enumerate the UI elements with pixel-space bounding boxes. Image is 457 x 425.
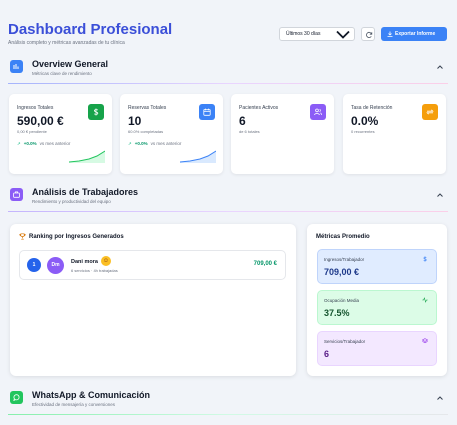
refresh-button[interactable] <box>361 27 375 41</box>
kpi-card-revenue: Ingresos Totales 590,00 € 0,00 € pendien… <box>9 94 112 174</box>
workers-section-title: Análisis de Trabajadores <box>32 187 139 197</box>
page-title: Dashboard Profesional <box>8 21 173 38</box>
kpi-note: de 6 totales <box>239 129 260 134</box>
section-divider <box>8 211 448 212</box>
overview-section-subtitle: Métricas clave de rendimiento <box>32 71 92 76</box>
kpi-card-retention: Tasa de Retención 0.0% 0 recurrentes <box>343 94 446 174</box>
kpi-change: +0.0% <box>134 141 148 146</box>
users-icon <box>310 104 326 120</box>
trophy-icon <box>19 233 26 240</box>
workers-section-subtitle: Rendimiento y productividad del equipo <box>32 199 111 204</box>
rank-position: 1 <box>27 258 41 272</box>
kpi-trend: ↗ +0.0% vs mes anterior <box>17 141 70 147</box>
chart-icon <box>10 60 23 73</box>
export-report-button[interactable]: Exportar Informe <box>381 27 447 41</box>
page-subtitle: Análisis completo y métricas avanzadas d… <box>8 40 125 46</box>
metric-card-occupancy: Ocupación Media 37.5% <box>317 290 437 325</box>
ranking-title: Ranking por Ingresos Generados <box>29 234 124 240</box>
export-report-label: Exportar Informe <box>395 31 436 37</box>
repeat-icon <box>422 104 438 120</box>
metric-label: Servicios/Trabajador <box>324 339 366 344</box>
chevron-up-icon[interactable] <box>436 395 444 401</box>
ranking-row[interactable]: 1 Dm Dani mora ☺ 6 servicios · 4h trabaj… <box>19 250 286 280</box>
kpi-note: 60.0% completadas <box>128 129 164 134</box>
kpi-label: Reservas Totales <box>128 105 167 111</box>
metric-value: 37.5% <box>324 308 350 318</box>
metrics-title: Métricas Promedio <box>316 234 370 240</box>
kpi-trend: ↗ +0.0% vs mes anterior <box>128 141 181 147</box>
metric-card-revenue: Ingresos/Trabajador 709,00 € <box>317 249 437 284</box>
kpi-value: 0.0% <box>351 114 379 128</box>
download-icon <box>387 31 393 37</box>
sparkline <box>180 150 216 163</box>
worker-revenue: 709,00 € <box>253 261 277 267</box>
kpi-card-patients: Pacientes Activos 6 de 6 totales <box>231 94 334 174</box>
worker-stats: 6 servicios · 4h trabajadas <box>71 268 118 273</box>
kpi-card-bookings: Reservas Totales 10 60.0% completadas ↗ +… <box>120 94 223 174</box>
kpi-label: Tasa de Retención <box>351 105 393 111</box>
worker-name: Dani mora <box>71 259 98 265</box>
overview-section-title: Overview General <box>32 59 109 69</box>
dollar-icon <box>423 256 427 262</box>
dollar-icon <box>88 104 104 120</box>
kpi-note: 0,00 € pendiente <box>17 129 47 134</box>
metric-card-services: Servicios/Trabajador 6 <box>317 331 437 366</box>
sparkline <box>69 150 105 163</box>
chevron-down-icon <box>336 30 350 39</box>
trend-up-icon: ↗ <box>17 141 21 146</box>
chat-icon <box>10 391 23 404</box>
section-divider <box>8 83 448 84</box>
kpi-change: +0.0% <box>23 141 37 146</box>
kpi-label: Pacientes Activos <box>239 105 279 111</box>
kpi-value: 590,00 € <box>17 114 64 128</box>
metric-value: 709,00 € <box>324 267 360 277</box>
trend-up-icon: ↗ <box>128 141 132 146</box>
metric-label: Ingresos/Trabajador <box>324 257 365 262</box>
briefcase-icon <box>10 188 23 201</box>
kpi-value: 6 <box>239 114 246 128</box>
metric-value: 6 <box>324 349 330 359</box>
period-select[interactable]: Últimos 30 días <box>279 27 355 41</box>
whatsapp-section-title: WhatsApp & Comunicación <box>32 390 151 400</box>
period-select-value: Últimos 30 días <box>286 31 321 37</box>
kpi-label: Ingresos Totales <box>17 105 54 111</box>
section-divider <box>8 414 448 415</box>
calendar-icon <box>199 104 215 120</box>
kpi-value: 10 <box>128 114 142 128</box>
kpi-note: 0 recurrentes <box>351 129 375 134</box>
layers-icon <box>422 338 428 344</box>
refresh-icon <box>366 32 373 38</box>
medal-icon: ☺ <box>101 256 111 266</box>
kpi-compare: vs mes anterior <box>150 141 182 146</box>
chevron-up-icon[interactable] <box>436 64 444 70</box>
metric-label: Ocupación Media <box>324 298 360 303</box>
ranking-panel <box>10 224 296 376</box>
avatar: Dm <box>47 257 64 274</box>
activity-icon <box>422 297 428 303</box>
whatsapp-section-subtitle: Efectividad de mensajería y conversiones <box>32 402 116 407</box>
chevron-up-icon[interactable] <box>436 192 444 198</box>
kpi-compare: vs mes anterior <box>39 141 71 146</box>
